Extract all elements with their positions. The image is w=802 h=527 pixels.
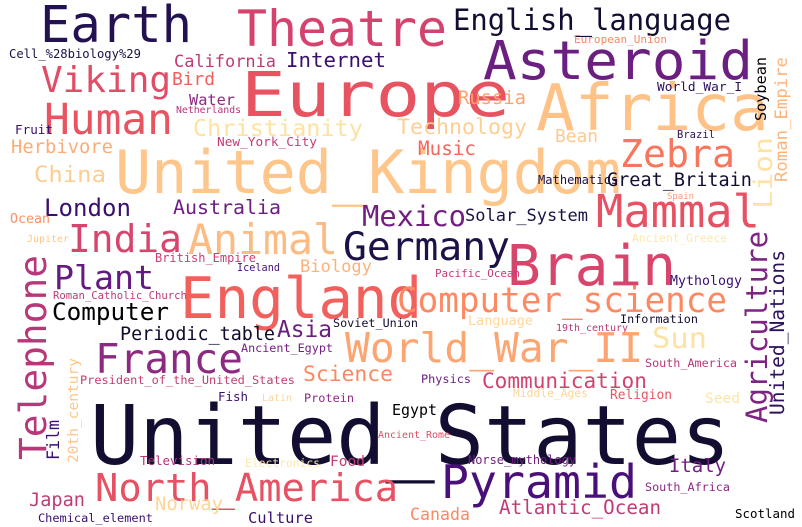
word-russia: Russia (458, 87, 526, 109)
word-20th-century: 20th_century (65, 358, 82, 463)
word-germany: Germany (343, 224, 510, 271)
word-africa: Africa (536, 71, 769, 147)
word-pyramid: Pyramid (441, 454, 637, 509)
word-north-america: North_America (95, 465, 399, 511)
word-california: California (174, 51, 277, 71)
word-asia: Asia (277, 316, 333, 343)
word-european-union: European_Union (574, 32, 667, 46)
word-information: Information (620, 311, 698, 326)
word-fish: Fish (218, 389, 248, 405)
word-protein: Protein (304, 390, 355, 405)
word-president-of-the-united-states: President_of_the_United_States (80, 372, 295, 387)
word-france: France (95, 334, 243, 383)
word-united-states: United_States (90, 389, 731, 485)
word-world-war-i: World_War_I (657, 79, 743, 95)
word-south-america: South_America (645, 355, 737, 370)
word-mexico: Mexico (362, 198, 467, 233)
word-computer-science: Computer_science (397, 281, 728, 322)
word-bean: Bean (555, 125, 599, 147)
word-bird: Bird (172, 69, 216, 91)
word-norse-mythology: Norse_mythology (468, 452, 577, 467)
word-jupiter: Jupiter (27, 234, 69, 245)
word-japan: Japan (29, 489, 85, 511)
word-great-britain: Great_Britain (607, 170, 752, 192)
word-religion: Religion (610, 388, 672, 404)
word-earth: Earth (40, 0, 193, 54)
word-solar-system: Solar_System (465, 205, 588, 226)
word-human: Human (44, 94, 173, 145)
word-internet: Internet (286, 47, 386, 72)
word-ancient-egypt: Ancient_Egypt (241, 340, 333, 355)
word-physics: Physics (421, 371, 472, 386)
word-united-kingdom: United_Kingdom (115, 138, 622, 208)
word-viking: Viking (41, 60, 172, 101)
word-atlantic-ocean: Atlantic_Ocean (499, 496, 662, 520)
word-cell-biology: Cell_%28biology%29 (9, 47, 141, 62)
word-latin: Latin (262, 393, 292, 404)
word-music: Music (418, 136, 476, 160)
word-19th-century: 19th_century (556, 323, 629, 334)
word-iceland: Iceland (237, 263, 280, 275)
word-india: India (68, 217, 182, 262)
word-australia: Australia (173, 196, 281, 219)
word-technology: Technology (397, 115, 528, 141)
word-science: Science (303, 362, 393, 388)
word-biology: Biology (300, 256, 372, 277)
word-soviet-union: Soviet_Union (333, 315, 418, 330)
word-sun: Sun (652, 321, 707, 355)
word-united-nations: United_Nations (765, 250, 789, 415)
word-london: London (44, 194, 131, 222)
word-china: China (34, 162, 106, 188)
word-british-empire: British_Empire (155, 250, 256, 265)
word-mammal: Mammal (596, 185, 760, 239)
word-england: England (180, 265, 423, 333)
word-scotland: Scotland (735, 505, 795, 521)
word-electronics: Electronics (245, 457, 320, 471)
word-south-africa: South_Africa (645, 479, 730, 494)
word-language: Language (468, 313, 534, 330)
word-christianity: Christianity (193, 114, 363, 143)
word-chemical-element: Chemical_element (38, 510, 154, 525)
word-pacific-ocean: Pacific_Ocean (435, 267, 520, 281)
word-mythology: Mythology (670, 273, 742, 289)
word-ancient-rome: Ancient_Rome (378, 430, 451, 441)
word-asteroid: Asteroid (483, 29, 753, 93)
word-fruit: Fruit (15, 122, 53, 138)
word-culture: Culture (248, 508, 314, 527)
word-canada: Canada (410, 504, 471, 524)
word-netherlands: Netherlands (176, 104, 242, 116)
word-computer: Computer (52, 297, 170, 327)
word-theatre: Theatre (237, 0, 448, 58)
word-herbivore: Herbivore (11, 137, 113, 159)
word-mathematics: Mathematics (538, 172, 619, 187)
word-spain: Spain (667, 192, 695, 202)
word-soybean: Soybean (751, 56, 770, 121)
word-communication: Communication (482, 367, 647, 393)
word-roman-catholic-church: Roman_Catholic_Church (53, 290, 187, 303)
word-italy: Italy (669, 455, 726, 477)
word-english-language: English_language (453, 2, 732, 37)
word-television: Television (140, 453, 215, 469)
word-europe: Europe (241, 59, 511, 132)
word-water: Water (189, 90, 236, 109)
word-brain: Brain (507, 233, 677, 299)
word-norway: Norway (155, 494, 223, 516)
word-brazil: Brazil (677, 129, 716, 142)
word-seed: Seed (705, 390, 740, 407)
word-middle-ages: Middle_Ages (513, 386, 588, 400)
word-egypt: Egypt (392, 400, 438, 419)
word-world-war-ii: World_War_II (345, 323, 644, 372)
word-film: Film (43, 419, 63, 460)
word-plant: Plant (54, 258, 155, 298)
word-ocean: Ocean (10, 212, 50, 228)
word-periodic-table: Periodic_table (120, 324, 276, 346)
word-zebra: Zebra (620, 133, 735, 178)
word-food: Food (330, 454, 365, 471)
word-new-york-city: New_York_City (217, 135, 317, 151)
word-ancient-greece: Ancient_Greece (632, 231, 728, 245)
word-animal: Animal (188, 215, 339, 265)
